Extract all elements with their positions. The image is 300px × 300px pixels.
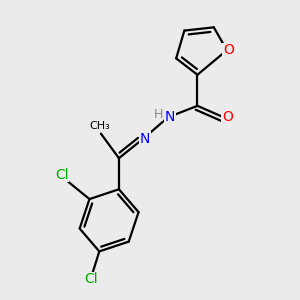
Text: N: N (164, 110, 175, 124)
Text: N: N (140, 131, 150, 146)
Text: CH₃: CH₃ (89, 121, 110, 131)
Text: H: H (154, 107, 163, 121)
Text: Cl: Cl (55, 167, 68, 182)
Text: O: O (222, 110, 233, 124)
Text: Cl: Cl (84, 272, 98, 286)
Text: O: O (223, 43, 234, 57)
